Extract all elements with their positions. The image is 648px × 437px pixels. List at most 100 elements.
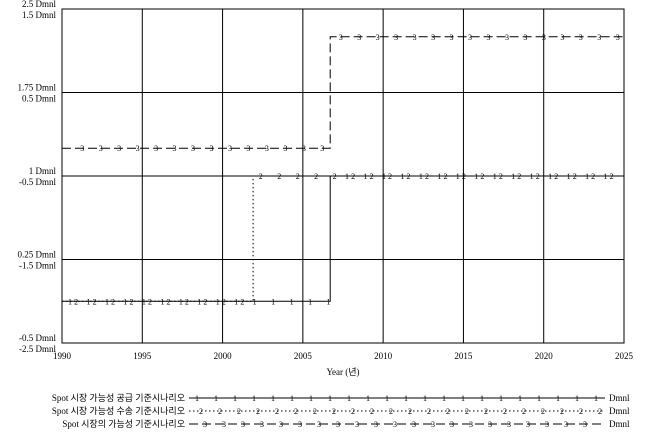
- legend-marker-3: 3: [203, 420, 207, 429]
- legend-marker-2: 2: [370, 407, 374, 416]
- legend-marker-1: 1: [366, 394, 370, 403]
- series-marker-1: 1: [437, 172, 441, 181]
- legend-marker-3: 3: [241, 420, 245, 429]
- legend-marker-2: 2: [598, 407, 602, 416]
- series-marker-3: 3: [394, 33, 398, 42]
- legend-marker-2: 2: [351, 407, 355, 416]
- series-marker-1: 1: [253, 297, 257, 306]
- series-marker-1: 1: [68, 297, 72, 306]
- legend-marker-1: 1: [537, 394, 541, 403]
- legend-marker-2: 2: [275, 407, 279, 416]
- legend-marker-1: 1: [575, 394, 579, 403]
- series-marker-2: 2: [351, 172, 355, 181]
- y-tick-label-scale1: 1.5 Dmnl: [22, 10, 57, 20]
- legend-marker-1: 1: [347, 394, 351, 403]
- series-marker-2: 2: [93, 297, 97, 306]
- series-marker-3: 3: [468, 33, 472, 42]
- legend-marker-2: 2: [503, 407, 507, 416]
- legend-unit-2: Dmnl: [609, 406, 630, 416]
- x-tick-label: 2005: [294, 351, 313, 361]
- legend-marker-1: 1: [461, 394, 465, 403]
- legend-marker-2: 2: [465, 407, 469, 416]
- y-tick-label-scale3: 1 Dmnl: [29, 166, 57, 176]
- series-marker-2: 2: [277, 172, 281, 181]
- series-marker-1: 1: [105, 297, 109, 306]
- series-marker-1: 1: [382, 172, 386, 181]
- series-marker-1: 1: [530, 172, 534, 181]
- series-marker-3: 3: [302, 144, 306, 153]
- legend-marker-2: 2: [199, 407, 203, 416]
- legend-marker-2: 2: [446, 407, 450, 416]
- series-marker-3: 3: [542, 33, 546, 42]
- series-marker-1: 1: [327, 297, 331, 306]
- legend-marker-1: 1: [423, 394, 427, 403]
- legend-unit-1: Dmnl: [609, 393, 630, 403]
- series-marker-1: 1: [548, 172, 552, 181]
- legend-marker-3: 3: [526, 420, 530, 429]
- series-marker-3: 3: [320, 144, 324, 153]
- y-tick-label-scale3: 2.5 Dmnl: [22, 0, 57, 9]
- series-marker-1: 1: [160, 297, 164, 306]
- series-marker-2: 2: [573, 172, 577, 181]
- series-marker-1: 1: [567, 172, 571, 181]
- series-marker-3: 3: [413, 33, 417, 42]
- legend-marker-3: 3: [298, 420, 302, 429]
- series-marker-3: 3: [357, 33, 361, 42]
- series-marker-2: 2: [388, 172, 392, 181]
- y-tick-label-scale1: -0.5 Dmnl: [19, 177, 56, 187]
- series-marker-1: 1: [511, 172, 515, 181]
- x-tick-label: 2000: [214, 351, 233, 361]
- series-marker-1: 1: [419, 172, 423, 181]
- legend-marker-1: 1: [518, 394, 522, 403]
- series-marker-1: 1: [493, 172, 497, 181]
- series-line-2: [62, 175, 624, 302]
- y-tick-label-scale1: -1.5 Dmnl: [19, 261, 56, 271]
- legend-marker-3: 3: [393, 420, 397, 429]
- legend-marker-2: 2: [522, 407, 526, 416]
- y-tick-label-scale3: -0.5 Dmnl: [19, 333, 56, 343]
- legend-marker-1: 1: [594, 394, 598, 403]
- series-marker-3: 3: [80, 144, 84, 153]
- legend-marker-2: 2: [313, 407, 317, 416]
- x-tick-label: 2010: [374, 351, 393, 361]
- series-marker-3: 3: [117, 144, 121, 153]
- legend-marker-1: 1: [556, 394, 560, 403]
- legend-marker-1: 1: [499, 394, 503, 403]
- series-marker-2: 2: [259, 172, 263, 181]
- y-tick-label-scale1: -2.5 Dmnl: [19, 344, 56, 354]
- legend-marker-3: 3: [450, 420, 454, 429]
- series-marker-1: 1: [179, 297, 183, 306]
- series-marker-2: 2: [536, 172, 540, 181]
- series-marker-2: 2: [499, 172, 503, 181]
- series-marker-2: 2: [462, 172, 466, 181]
- legend-marker-1: 1: [328, 394, 332, 403]
- legend-marker-3: 3: [469, 420, 473, 429]
- series-marker-1: 1: [197, 297, 201, 306]
- series-marker-2: 2: [240, 297, 244, 306]
- series-marker-3: 3: [339, 33, 343, 42]
- series-marker-2: 2: [333, 172, 337, 181]
- legend-marker-3: 3: [279, 420, 283, 429]
- x-tick-label: 2020: [535, 351, 554, 361]
- legend-marker-1: 1: [271, 394, 275, 403]
- x-tick-label: 2015: [454, 351, 473, 361]
- legend-marker-1: 1: [404, 394, 408, 403]
- legend-marker-1: 1: [214, 394, 218, 403]
- series-marker-3: 3: [136, 144, 140, 153]
- series-marker-2: 2: [425, 172, 429, 181]
- legend-label-1: Spot 시장 가능성 공급 기준시나리오: [52, 393, 185, 403]
- series-marker-1: 1: [123, 297, 127, 306]
- series-marker-3: 3: [450, 33, 454, 42]
- series-marker-3: 3: [191, 144, 195, 153]
- legend-marker-1: 1: [480, 394, 484, 403]
- legend-marker-3: 3: [583, 420, 587, 429]
- series-line-3: [62, 36, 624, 149]
- series-marker-1: 1: [363, 172, 367, 181]
- legend-marker-1: 1: [195, 394, 199, 403]
- legend-marker-2: 2: [237, 407, 241, 416]
- series-marker-3: 3: [579, 33, 583, 42]
- series-marker-1: 1: [234, 297, 238, 306]
- legend-marker-2: 2: [484, 407, 488, 416]
- legend-marker-3: 3: [355, 420, 359, 429]
